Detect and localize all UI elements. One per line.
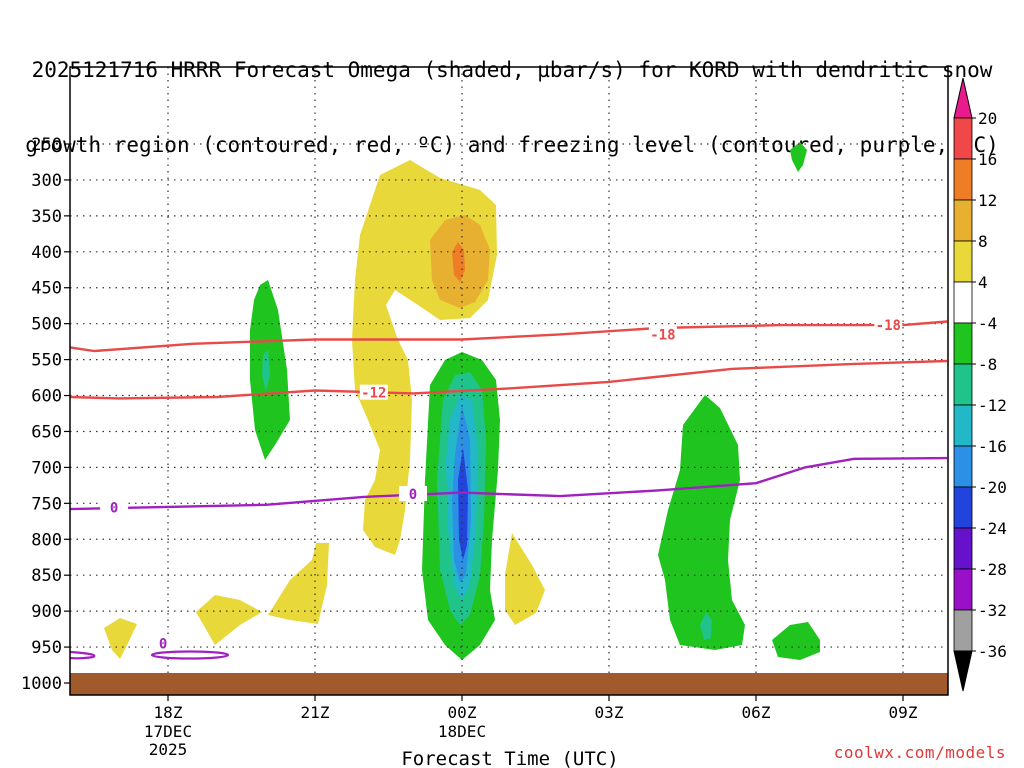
colorbar-label: -36 [978,642,1007,661]
colorbar-label: 12 [978,191,997,210]
title-line-2: growth region (contoured, red, ºC) and f… [25,133,999,157]
y-tick-label: 750 [31,494,62,514]
omega-fill-4-low-b [268,543,329,624]
contour-label: -12 [361,386,386,402]
y-tick-label: 350 [31,207,62,227]
x-tick-label: 09Z [889,703,918,722]
contour-line [69,320,948,353]
colorbar-label: -16 [978,437,1007,456]
colorbar-arrow-top [953,77,973,119]
plot-frame [69,66,949,696]
colorbar-swatch [953,404,973,447]
contour-label: 0 [110,501,118,517]
x-tick-label: 18Z [154,703,183,722]
x-tick-date: 18DEC [438,722,486,741]
y-tick-label: 800 [31,530,62,550]
omega-fill-neg8-low-right [772,622,820,660]
colorbar-label: 20 [978,109,997,128]
contour-label-bg [100,499,129,515]
y-tick-label: 550 [31,351,62,371]
y-tick-label: 400 [31,243,62,263]
contour-label-bg [149,635,178,651]
y-tick-label: 650 [31,422,62,442]
contour-label-bg [359,384,388,400]
colorbar-swatch [953,609,973,652]
omega-fill-neg8-left [250,280,290,460]
y-tick-label: 700 [31,458,62,478]
y-tick-label: 1000 [21,674,62,694]
y-tick-label: 250 [31,135,62,155]
colorbar-label: -12 [978,396,1007,415]
contour-label: 0 [159,636,167,652]
y-tick-label: 300 [31,171,62,191]
colorbar-swatch [953,117,973,160]
contours: -18 -18 -12 0 0 0 [69,317,948,660]
y-tick-label: 450 [31,279,62,299]
grid [70,67,948,695]
contour-line [69,456,948,511]
freezing-level-fragment [69,650,96,660]
x-tick-label: 06Z [742,703,771,722]
x-tick-label: 00Z [448,703,477,722]
omega-fill-neg8-right [658,395,745,650]
y-tick-label: 850 [31,566,62,586]
contour-label-bg [648,326,677,342]
colorbar-swatch [953,527,973,570]
colorbar-swatch [953,158,973,201]
colorbar-label: 16 [978,150,997,169]
contour-label-bg [399,485,427,501]
y-tick-label: 500 [31,315,62,335]
y-axis: 250 300 350 400 450 500 550 600 650 700 750 800 850 9… [21,135,70,694]
colorbar-swatch [953,486,973,529]
colorbar-label: -4 [978,314,997,333]
colorbar-swatch [953,568,973,611]
colorbar-swatch [953,322,973,365]
colorbar-label: -28 [978,560,1007,579]
chart-title: 2025121716 HRRR Forecast Omega (shaded, … [0,8,1024,183]
colorbar-swatch [953,445,973,488]
y-tick-label: 600 [31,387,62,407]
contour-label: 0 [409,487,417,503]
title-line-1: 2025121716 HRRR Forecast Omega (shaded, … [31,58,993,82]
x-axis-label: Forecast Time (UTC) [401,748,618,768]
contour-label: -18 [650,327,675,343]
colorbar: 20 16 12 8 4 -4 -8 -12 -16 -20 -24 -28 -32 -36 [953,77,1007,692]
colorbar-label: -24 [978,519,1007,538]
y-tick-label: 900 [31,602,62,622]
colorbar-label: 8 [978,232,988,251]
ground-surface [70,673,948,695]
omega-fill-4-low-a [196,595,262,645]
contour-label-bg [874,317,903,333]
contour-line [69,359,948,400]
x-tick-year: 2025 [149,740,188,759]
colorbar-swatch [953,281,973,324]
omega-fill-4-low-c [104,618,137,659]
x-tick-label: 03Z [595,703,624,722]
x-tick-date: 17DEC [144,722,192,741]
colorbar-arrow-bottom [953,650,973,692]
omega-fill-12 [452,242,465,282]
colorbar-label: -32 [978,601,1007,620]
y-tick-label: 950 [31,638,62,658]
colorbar-label: 4 [978,273,988,292]
contour-label: -18 [876,318,901,334]
x-tick-label: 21Z [301,703,330,722]
colorbar-label: -20 [978,478,1007,497]
omega-fill-neg8-upper-right [790,142,807,172]
colorbar-label: -8 [978,355,997,374]
freezing-level-ellipse [150,650,230,660]
omega-fill-neg12-right [700,612,712,640]
omega-fill-neg12-left [262,350,270,392]
colorbar-swatch [953,363,973,406]
colorbar-swatch [953,240,973,283]
colorbar-swatch [953,199,973,242]
source-credit: coolwx.com/models [833,743,1006,762]
shaded-omega [104,142,820,660]
omega-fill-4-low-d [505,533,545,625]
omega-fill-neg24-main [458,448,468,560]
